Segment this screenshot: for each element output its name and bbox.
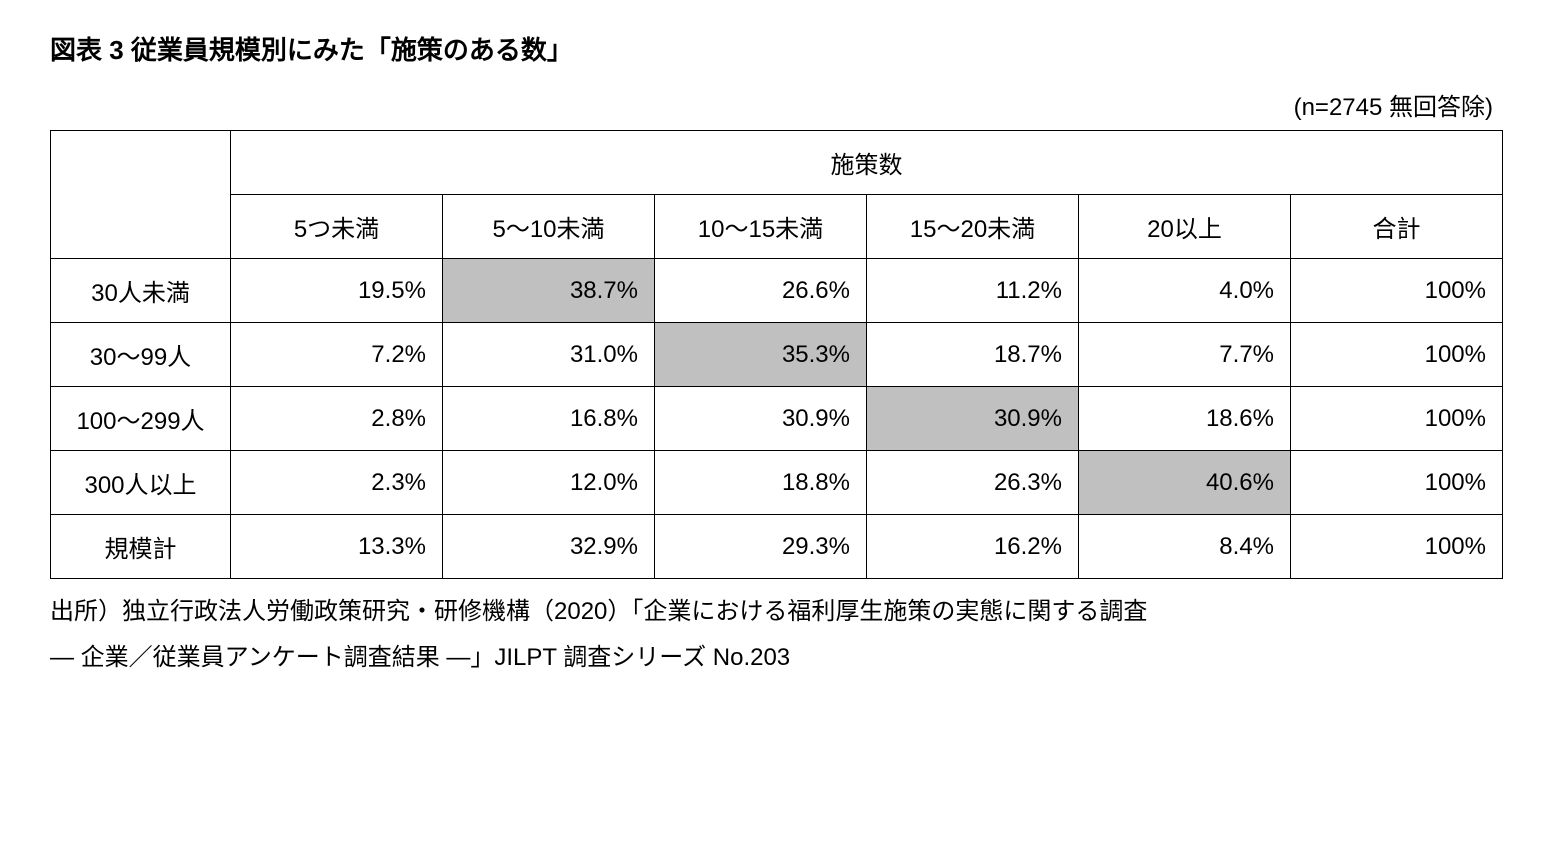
cell-4-1: 32.9%: [443, 515, 655, 579]
source-note: 出所）独立行政法人労働政策研究・研修機構（2020）「企業における福利厚生施策の…: [50, 589, 1503, 680]
col-header-5: 合計: [1291, 195, 1503, 259]
row-label-2: 100～299人: [51, 387, 231, 451]
cell-0-2: 26.6%: [655, 259, 867, 323]
cell-4-3: 16.2%: [867, 515, 1079, 579]
cell-1-0: 7.2%: [231, 323, 443, 387]
cell-3-3: 26.3%: [867, 451, 1079, 515]
cell-1-3: 18.7%: [867, 323, 1079, 387]
table-row: 300人以上 2.3% 12.0% 18.8% 26.3% 40.6% 100%: [51, 451, 1503, 515]
table-title: 図表 3 従業員規模別にみた「施策のある数」: [50, 30, 1503, 67]
col-header-0: 5つ未満: [231, 195, 443, 259]
col-header-1: 5～10未満: [443, 195, 655, 259]
cell-4-4: 8.4%: [1079, 515, 1291, 579]
col-header-3: 15～20未満: [867, 195, 1079, 259]
col-header-2: 10～15未満: [655, 195, 867, 259]
sample-size-note: (n=2745 無回答除): [50, 87, 1503, 122]
cell-2-1: 16.8%: [443, 387, 655, 451]
header-row-2: 5つ未満 5～10未満 10～15未満 15～20未満 20以上 合計: [51, 195, 1503, 259]
source-line-2: ― 企業／従業員アンケート調査結果 ―」JILPT 調査シリーズ No.203: [50, 635, 1503, 681]
cell-2-5: 100%: [1291, 387, 1503, 451]
cell-0-0: 19.5%: [231, 259, 443, 323]
cell-2-0: 2.8%: [231, 387, 443, 451]
cell-0-5: 100%: [1291, 259, 1503, 323]
header-row-1: 施策数: [51, 131, 1503, 195]
cell-3-2: 18.8%: [655, 451, 867, 515]
cell-2-3: 30.9%: [867, 387, 1079, 451]
cell-2-2: 30.9%: [655, 387, 867, 451]
cell-4-5: 100%: [1291, 515, 1503, 579]
cell-2-4: 18.6%: [1079, 387, 1291, 451]
table-row: 30人未満 19.5% 38.7% 26.6% 11.2% 4.0% 100%: [51, 259, 1503, 323]
cell-3-4: 40.6%: [1079, 451, 1291, 515]
cell-4-0: 13.3%: [231, 515, 443, 579]
cell-0-4: 4.0%: [1079, 259, 1291, 323]
row-label-1: 30～99人: [51, 323, 231, 387]
row-label-3: 300人以上: [51, 451, 231, 515]
cell-3-0: 2.3%: [231, 451, 443, 515]
cell-1-5: 100%: [1291, 323, 1503, 387]
col-header-4: 20以上: [1079, 195, 1291, 259]
table-row: 規模計 13.3% 32.9% 29.3% 16.2% 8.4% 100%: [51, 515, 1503, 579]
cell-1-4: 7.7%: [1079, 323, 1291, 387]
cell-1-1: 31.0%: [443, 323, 655, 387]
corner-cell: [51, 131, 231, 259]
row-label-0: 30人未満: [51, 259, 231, 323]
cell-0-1: 38.7%: [443, 259, 655, 323]
row-label-4: 規模計: [51, 515, 231, 579]
cell-0-3: 11.2%: [867, 259, 1079, 323]
data-table: 施策数 5つ未満 5～10未満 10～15未満 15～20未満 20以上 合計 …: [50, 130, 1503, 579]
table-row: 100～299人 2.8% 16.8% 30.9% 30.9% 18.6% 10…: [51, 387, 1503, 451]
table-body: 30人未満 19.5% 38.7% 26.6% 11.2% 4.0% 100% …: [51, 259, 1503, 579]
cell-1-2: 35.3%: [655, 323, 867, 387]
cell-3-5: 100%: [1291, 451, 1503, 515]
source-line-1: 出所）独立行政法人労働政策研究・研修機構（2020）「企業における福利厚生施策の…: [50, 589, 1503, 635]
cell-4-2: 29.3%: [655, 515, 867, 579]
group-header: 施策数: [231, 131, 1503, 195]
cell-3-1: 12.0%: [443, 451, 655, 515]
table-row: 30～99人 7.2% 31.0% 35.3% 18.7% 7.7% 100%: [51, 323, 1503, 387]
